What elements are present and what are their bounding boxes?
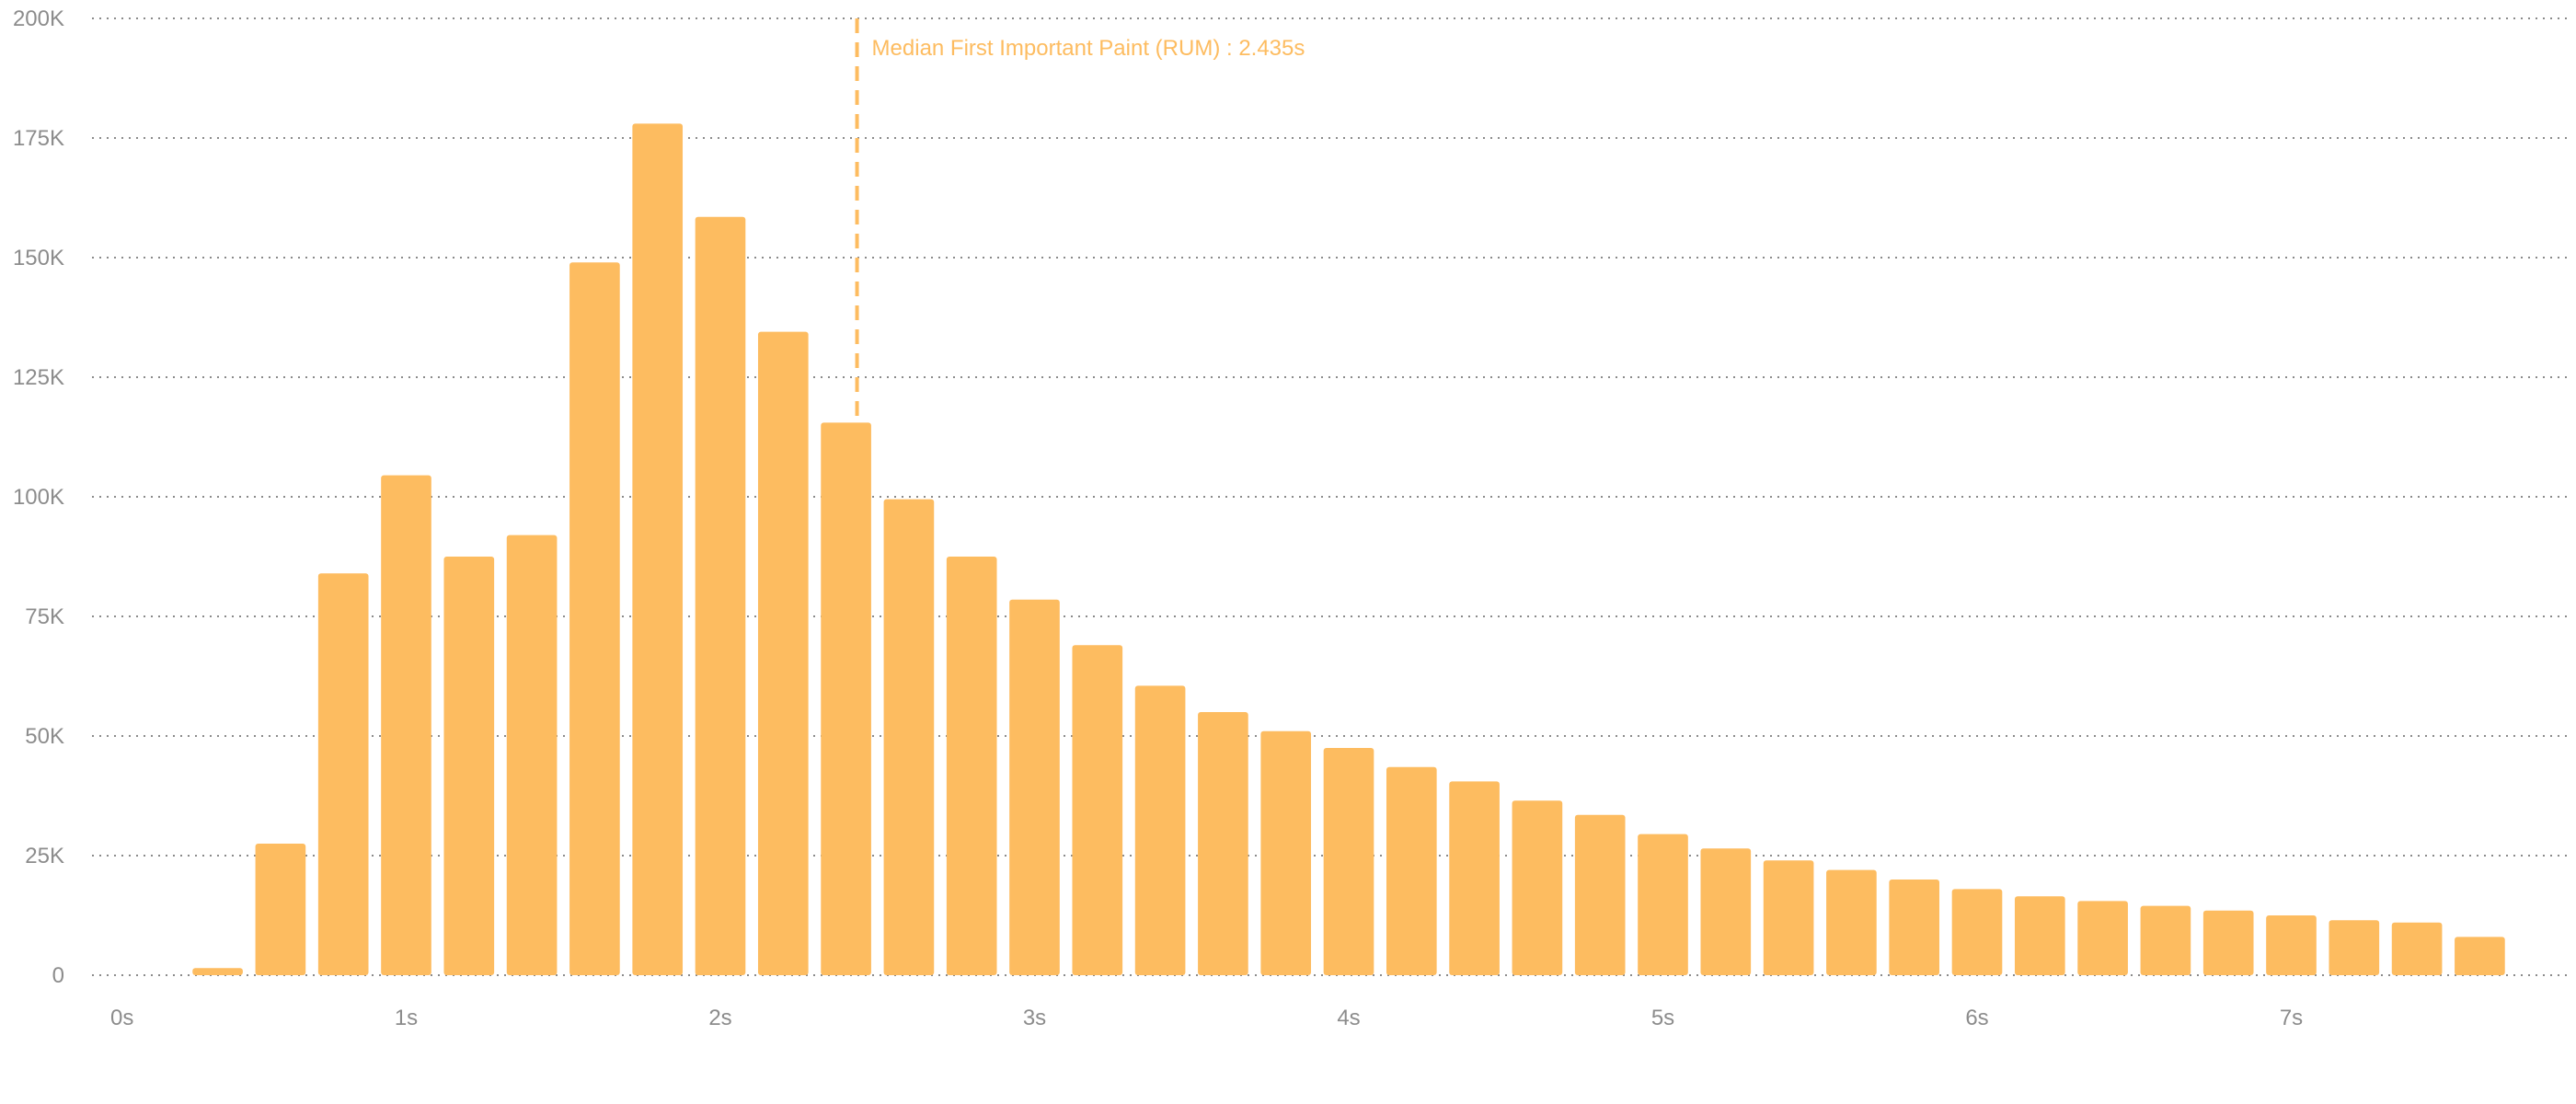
bar-32 — [2202, 910, 2254, 975]
bar-21 — [1512, 800, 1563, 975]
x-axis-ticks: 0s 1s 2s 3s 4s 5s 6s 7s — [110, 1006, 2303, 1030]
y-tick-label-0: 0 — [52, 963, 64, 988]
bar-19 — [1386, 766, 1437, 975]
bar-23 — [1638, 834, 1688, 975]
median-label: Median First Important Paint (RUM) : 2.4… — [872, 36, 1305, 61]
x-tick-label-7: 7s — [2280, 1006, 2303, 1030]
bar-24 — [1700, 848, 1752, 975]
bar-12 — [946, 557, 997, 975]
bar-2 — [317, 573, 369, 975]
bar-29 — [2014, 896, 2065, 975]
x-tick-label-0: 0s — [110, 1006, 133, 1030]
x-tick-label-2: 2s — [708, 1006, 731, 1030]
y-axis-ticks: 0 25K 50K 75K 100K 125K 150K 175K 200K — [13, 6, 64, 988]
x-tick-label-4: 4s — [1337, 1006, 1360, 1030]
y-tick-label-2: 50K — [25, 724, 64, 749]
bar-17 — [1260, 730, 1312, 975]
bar-18 — [1323, 748, 1374, 975]
bar-31 — [2140, 905, 2191, 975]
bar-26 — [1826, 869, 1877, 975]
x-tick-label-1: 1s — [395, 1006, 418, 1030]
bar-6 — [569, 262, 620, 975]
bar-8 — [695, 216, 746, 976]
median-annotation: Median First Important Paint (RUM) : 2.4… — [855, 18, 1305, 420]
bar-10 — [821, 422, 871, 975]
bar-9 — [757, 331, 809, 976]
y-tick-label-5: 125K — [13, 365, 64, 390]
bar-20 — [1449, 781, 1500, 975]
y-tick-label-7: 175K — [13, 126, 64, 151]
bar-11 — [883, 499, 935, 975]
bar-25 — [1763, 860, 1814, 975]
bar-7 — [632, 123, 684, 975]
bar-4 — [443, 557, 495, 975]
y-tick-label-4: 100K — [13, 485, 64, 510]
bar-14 — [1072, 645, 1123, 975]
bar-33 — [2266, 915, 2317, 975]
bar-5 — [506, 535, 558, 975]
bar-1 — [255, 844, 306, 975]
bar-35 — [2391, 922, 2443, 975]
bar-3 — [381, 475, 431, 975]
histogram-bars — [192, 123, 2505, 976]
y-tick-label-8: 200K — [13, 6, 64, 31]
bar-0 — [192, 968, 243, 975]
y-tick-label-1: 25K — [25, 844, 64, 868]
grid-lines — [92, 17, 2570, 976]
bar-34 — [2329, 920, 2380, 975]
bar-16 — [1198, 712, 1248, 975]
y-tick-label-3: 75K — [25, 604, 64, 629]
x-tick-label-6: 6s — [1965, 1006, 1988, 1030]
bar-27 — [1889, 880, 1940, 975]
bar-15 — [1134, 685, 1186, 975]
bar-22 — [1574, 814, 1626, 975]
bar-13 — [1009, 599, 1060, 975]
x-tick-label-3: 3s — [1023, 1006, 1046, 1030]
bar-36 — [2455, 937, 2505, 975]
bar-28 — [1951, 889, 2003, 975]
bar-30 — [2077, 901, 2128, 975]
y-tick-label-6: 150K — [13, 246, 64, 270]
x-tick-label-5: 5s — [1651, 1006, 1674, 1030]
